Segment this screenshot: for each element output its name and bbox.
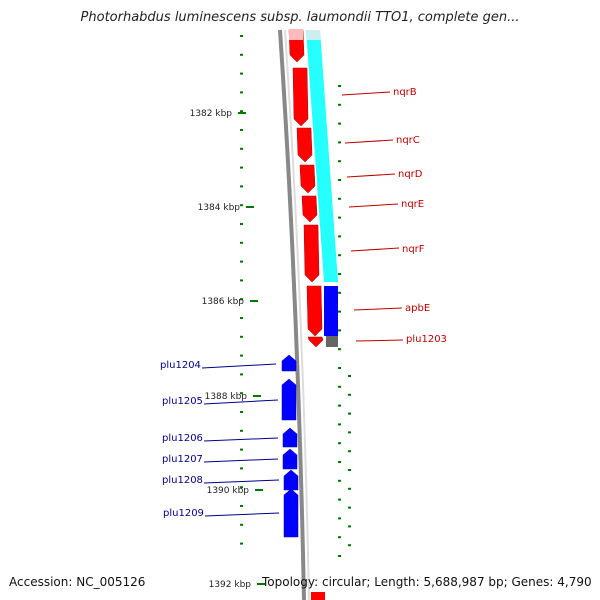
reverse-gene-block [324,286,338,336]
topology-info: Topology: circular; Length: 5,688,987 bp… [262,575,592,589]
operon-band [306,30,338,282]
axis-label: 1388 kbp [205,392,248,402]
gene-label-plu1205: plu1205 [162,396,203,407]
forward-gene-arrow [307,336,324,348]
gene-label-plu1203: plu1203 [406,334,447,345]
gene-labels: nqrB nqrC nqrD nqrE nqrF apbE plu1203 plu1204 pl… [160,87,447,519]
leader-line [203,458,279,463]
accession-label: Accession: NC_005126 [9,575,146,589]
gene-label-apbE: apbE [405,303,430,314]
axis-label: 1384 kbp [198,203,241,213]
leader-line [203,479,280,484]
forward-gene-arrow [306,285,323,337]
forward-gene-arrow [311,592,325,600]
gene-label-plu1208: plu1208 [162,475,203,486]
leader-line [348,203,399,208]
gene-label-nqrB: nqrB [393,87,417,98]
gene-label-plu1209: plu1209 [163,508,204,519]
reverse-gene-arrow [283,488,299,538]
reverse-gene-arrow [282,427,298,448]
reverse-gene-arrow [281,378,297,421]
leader-line [344,139,394,144]
gene-label-nqrD: nqrD [398,169,423,180]
leader-line [355,339,404,342]
operon-band-cap [306,30,321,40]
operon-band-shape [306,30,338,282]
forward-gene-arrow [303,224,320,283]
tick-marks [240,35,351,557]
reverse-gene-arrow [282,448,298,470]
leader-line [201,363,277,369]
forward-genes [288,29,325,600]
axis-label: 1386 kbp [202,297,245,307]
gene-label-plu1206: plu1206 [162,433,203,444]
gene-label-nqrE: nqrE [401,199,424,210]
reverse-gene-arrow [283,469,299,491]
axis-label: 1392 kbp [209,580,252,590]
forward-gene-arrow [292,67,309,127]
genome-backbone-shadow [284,29,310,600]
leader-line [346,173,396,178]
genome-backbone [278,29,306,600]
leader-line [203,399,279,405]
gene-label-plu1207: plu1207 [162,454,203,465]
leader-line [204,512,280,517]
reverse-genes-right [324,286,338,347]
leader-line [203,437,279,442]
forward-gene-arrow [301,195,318,223]
reverse-genes-left [281,354,299,538]
forward-gene-fade [289,30,303,40]
forward-gene-arrow [296,127,313,163]
leader-line [341,91,391,96]
gene-label-nqrF: nqrF [402,244,425,255]
axis-label: 1390 kbp [207,486,250,496]
gene-label-nqrC: nqrC [396,135,420,146]
axis-labels: 1382 kbp 1384 kbp 1386 kbp 1388 kbp 1390 kbp… [190,109,265,590]
leader-line [350,247,400,252]
forward-gene-arrow [299,164,316,194]
label-leader-lines [201,91,404,517]
leader-line [353,307,403,311]
gene-label-plu1204: plu1204 [160,360,201,371]
gene-block-gray [326,336,338,347]
reverse-gene-arrow [281,354,297,372]
map-title: Photorhabdus luminescens subsp. laumondi… [80,10,520,25]
axis-label: 1382 kbp [190,109,233,119]
